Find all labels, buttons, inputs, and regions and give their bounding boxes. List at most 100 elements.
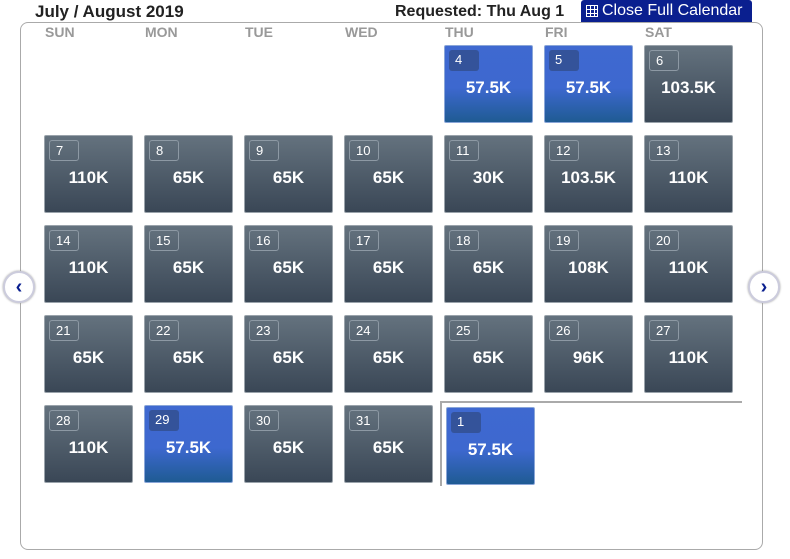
day-of-week-header: WED (345, 24, 378, 40)
calendar-day-cell[interactable]: 14 110K (44, 225, 133, 303)
calendar-day-cell[interactable]: 15 65K (144, 225, 233, 303)
requested-date: Requested: Thu Aug 1 (395, 3, 565, 20)
day-price: 103.5K (661, 78, 716, 97)
day-number: 30 (249, 410, 279, 431)
day-of-week-header: MON (145, 24, 178, 40)
day-number: 23 (249, 320, 279, 341)
calendar-day-cell[interactable]: 10 65K (344, 135, 433, 213)
calendar-day-cell[interactable]: 11 30K (444, 135, 533, 213)
day-of-week-header: SUN (45, 24, 75, 40)
day-number: 9 (249, 140, 279, 161)
day-number: 20 (649, 230, 679, 251)
month-separator (440, 401, 742, 486)
day-price: 30K (472, 168, 505, 187)
day-number: 21 (49, 320, 79, 341)
day-number: 5 (549, 50, 579, 71)
calendar-day-cell[interactable]: 12 103.5K (544, 135, 633, 213)
day-number: 24 (349, 320, 379, 341)
calendar-day-cell[interactable]: 19 108K (544, 225, 633, 303)
day-price: 110K (68, 168, 109, 187)
next-month-button[interactable]: › (748, 271, 780, 303)
calendar-day-cell[interactable]: 7 110K (44, 135, 133, 213)
day-number: 22 (149, 320, 179, 341)
calendar-day-cell[interactable]: 16 65K (244, 225, 333, 303)
calendar-day-cell[interactable]: 21 65K (44, 315, 133, 393)
day-price: 65K (172, 348, 205, 367)
day-price: 65K (472, 258, 505, 277)
calendar-day-cell[interactable]: 30 65K (244, 405, 333, 483)
chevron-right-icon: › (760, 275, 768, 298)
calendar-day-cell[interactable]: 29 57.5K (144, 405, 233, 483)
day-number: 8 (149, 140, 179, 161)
calendar-day-cell[interactable]: 28 110K (44, 405, 133, 483)
day-price: 65K (272, 168, 305, 187)
calendar-day-cell[interactable]: 31 65K (344, 405, 433, 483)
calendar-day-cell[interactable]: 9 65K (244, 135, 333, 213)
calendar-day-cell[interactable]: 22 65K (144, 315, 233, 393)
day-number: 1 (451, 412, 481, 433)
day-number: 19 (549, 230, 579, 251)
day-number: 13 (649, 140, 679, 161)
day-price: 57.5K (465, 78, 512, 97)
day-price: 57.5K (165, 438, 212, 457)
calendar-day-cell[interactable]: 8 65K (144, 135, 233, 213)
day-price: 110K (68, 258, 109, 277)
calendar-day-cell[interactable]: 26 96K (544, 315, 633, 393)
day-number: 12 (549, 140, 579, 161)
calendar-day-cell[interactable]: 23 65K (244, 315, 333, 393)
day-price: 57.5K (467, 440, 514, 459)
calendar-day-cell[interactable]: 20 110K (644, 225, 733, 303)
calendar-day-cell[interactable]: 1 57.5K (446, 407, 535, 485)
calendar-day-cell[interactable]: 17 65K (344, 225, 433, 303)
calendar-day-cell[interactable]: 5 57.5K (544, 45, 633, 123)
day-price: 65K (272, 438, 305, 457)
day-number: 16 (249, 230, 279, 251)
day-price: 96K (572, 348, 605, 367)
day-price: 103.5K (561, 168, 616, 187)
day-number: 10 (349, 140, 379, 161)
day-of-week-header: FRI (545, 24, 568, 40)
day-of-week-header: THU (445, 24, 474, 40)
day-number: 17 (349, 230, 379, 251)
day-number: 26 (549, 320, 579, 341)
calendar-day-cell[interactable]: 18 65K (444, 225, 533, 303)
day-number: 15 (149, 230, 179, 251)
day-number: 4 (449, 50, 479, 71)
day-number: 14 (49, 230, 79, 251)
day-number: 11 (449, 140, 479, 161)
day-price: 65K (372, 168, 405, 187)
day-price: 65K (372, 348, 405, 367)
day-price: 65K (372, 438, 405, 457)
day-number: 29 (149, 410, 179, 431)
day-price: 65K (272, 258, 305, 277)
day-price: 57.5K (565, 78, 612, 97)
day-price: 65K (172, 168, 205, 187)
calendar-day-cell[interactable]: 27 110K (644, 315, 733, 393)
calendar-day-cell[interactable]: 24 65K (344, 315, 433, 393)
day-number: 27 (649, 320, 679, 341)
day-number: 18 (449, 230, 479, 251)
day-price: 110K (668, 348, 709, 367)
day-price: 108K (568, 258, 609, 277)
day-number: 28 (49, 410, 79, 431)
chevron-left-icon: ‹ (15, 275, 23, 298)
calendar-day-cell[interactable]: 4 57.5K (444, 45, 533, 123)
day-number: 6 (649, 50, 679, 71)
calendar-title: July / August 2019 (35, 2, 184, 21)
day-price: 110K (668, 258, 709, 277)
calendar-day-cell[interactable]: 6 103.5K (644, 45, 733, 123)
day-of-week-header: SAT (645, 24, 672, 40)
day-price: 65K (272, 348, 305, 367)
day-price: 65K (72, 348, 105, 367)
prev-month-button[interactable]: ‹ (3, 271, 35, 303)
close-full-calendar-label: Close Full Calendar (602, 2, 743, 19)
close-full-calendar-button[interactable]: Close Full Calendar (581, 0, 752, 22)
calendar-day-cell[interactable]: 25 65K (444, 315, 533, 393)
day-price: 65K (372, 258, 405, 277)
day-number: 7 (49, 140, 79, 161)
calendar-grid-icon (586, 5, 598, 17)
day-of-week-header: TUE (245, 24, 273, 40)
day-price: 65K (472, 348, 505, 367)
calendar-day-cell[interactable]: 13 110K (644, 135, 733, 213)
day-number: 31 (349, 410, 379, 431)
